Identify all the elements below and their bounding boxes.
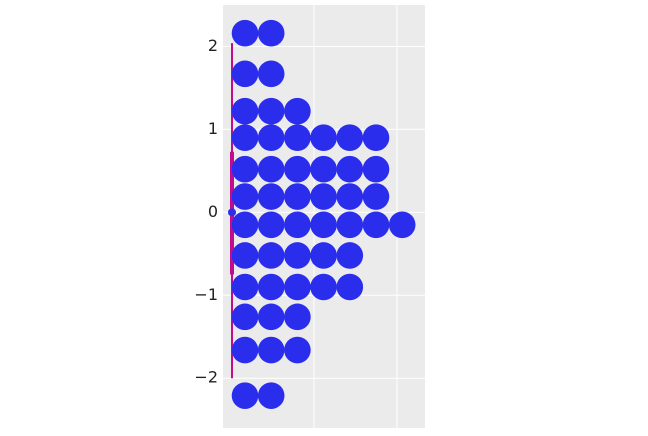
dot [310, 124, 337, 152]
dot [257, 303, 285, 331]
dot [336, 211, 364, 239]
dot [388, 211, 416, 239]
dot [284, 124, 311, 152]
dot [284, 211, 311, 239]
dot [257, 242, 285, 269]
dot [231, 124, 259, 152]
y-tick-label: 2 [208, 36, 218, 55]
dot [310, 183, 337, 210]
dot [257, 155, 285, 183]
dot [336, 273, 364, 301]
dot [231, 183, 259, 210]
dot [257, 60, 285, 88]
dot [362, 211, 390, 239]
y-tick-label: 0 [208, 202, 218, 221]
dot [284, 97, 311, 125]
dot [231, 336, 259, 364]
dot [231, 273, 259, 301]
dot [257, 97, 285, 125]
dot [257, 211, 285, 239]
dot [231, 155, 259, 183]
dot [257, 336, 285, 364]
dot [336, 183, 364, 210]
dot [362, 183, 390, 210]
dot [362, 155, 390, 183]
dot [310, 155, 337, 183]
dot [336, 242, 364, 269]
y-tick-label: 1 [208, 119, 218, 138]
dot [310, 242, 337, 269]
dot [310, 211, 337, 239]
dot [231, 242, 259, 269]
dot [336, 124, 364, 152]
dot [231, 211, 259, 239]
dot [257, 273, 285, 301]
point-estimate [228, 208, 236, 217]
dot [284, 155, 311, 183]
dot [231, 97, 259, 125]
dot [284, 336, 311, 364]
y-tick-label: −1 [194, 285, 218, 304]
dot [336, 155, 364, 183]
dot [257, 19, 285, 47]
dot [310, 273, 337, 301]
dot [284, 273, 311, 301]
dot [231, 303, 259, 331]
dot [231, 60, 259, 88]
dot [257, 183, 285, 210]
dot [231, 19, 259, 47]
dot [362, 124, 390, 152]
dot [231, 382, 259, 409]
dot [284, 183, 311, 210]
dot [284, 242, 311, 269]
y-tick-label: −2 [194, 368, 218, 387]
dot [284, 303, 311, 331]
dot [257, 124, 285, 152]
dot [257, 382, 285, 409]
